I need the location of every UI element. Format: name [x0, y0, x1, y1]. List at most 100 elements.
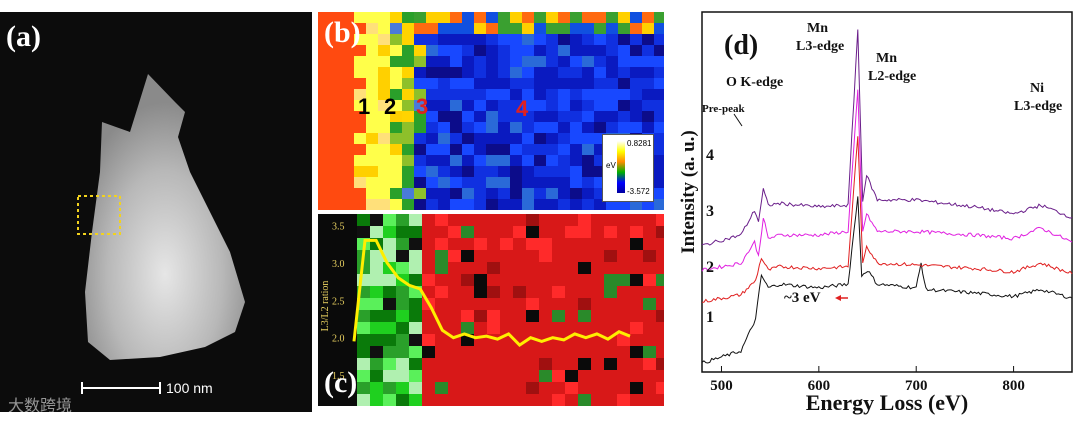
ratio-cell	[500, 250, 513, 262]
map-cell	[342, 188, 354, 199]
ratio-cell	[318, 358, 331, 370]
map-cell	[510, 12, 522, 23]
ratio-cell	[344, 346, 357, 358]
map-cell	[594, 12, 606, 23]
map-cell	[342, 34, 354, 45]
map-cell	[654, 78, 664, 89]
map-cell	[450, 144, 462, 155]
map-cell	[330, 133, 342, 144]
ratio-cell	[474, 298, 487, 310]
map-cell	[618, 12, 630, 23]
ratio-cell	[656, 298, 664, 310]
ratio-cell	[656, 274, 664, 286]
ratio-cell	[474, 214, 487, 226]
ratio-cell	[643, 262, 656, 274]
ratio-cell	[513, 310, 526, 322]
ratio-cell	[487, 346, 500, 358]
map-cell	[630, 111, 642, 122]
map-cell	[510, 100, 522, 111]
ratio-cell	[604, 358, 617, 370]
ratio-cell	[409, 370, 422, 382]
ratio-cell	[500, 370, 513, 382]
ratio-cell	[344, 394, 357, 406]
map-cell	[366, 89, 378, 100]
map-cell	[570, 144, 582, 155]
ratio-cell	[474, 286, 487, 298]
map-cell	[342, 100, 354, 111]
map-cell	[582, 111, 594, 122]
ratio-cell	[318, 214, 331, 226]
ratio-cell	[344, 358, 357, 370]
ratio-cell	[565, 322, 578, 334]
map-cell	[522, 89, 534, 100]
ratio-cell	[331, 358, 344, 370]
panel-c-label: (c)	[324, 366, 358, 399]
annotation-pre-peak: Pre-peak	[702, 103, 745, 115]
map-cell	[486, 122, 498, 133]
map-cell	[498, 56, 510, 67]
map-cell	[378, 23, 390, 34]
ratio-cell	[539, 286, 552, 298]
map-cell	[462, 133, 474, 144]
ratio-cell	[331, 382, 344, 394]
ratio-cell	[435, 346, 448, 358]
map-cell	[618, 89, 630, 100]
map-cell	[618, 56, 630, 67]
map-cell	[474, 188, 486, 199]
map-cell	[342, 12, 354, 23]
map-cell	[402, 144, 414, 155]
ratio-cell	[409, 394, 422, 406]
map-cell	[642, 23, 654, 34]
map-cell	[558, 34, 570, 45]
ratio-cell	[318, 346, 331, 358]
map-cell	[630, 56, 642, 67]
ratio-cell	[630, 322, 643, 334]
ratio-cell	[539, 394, 552, 406]
map-cell	[558, 12, 570, 23]
ratio-cell	[318, 262, 331, 274]
ratio-cell	[643, 238, 656, 250]
ratio-cell	[461, 322, 474, 334]
map-cell	[582, 144, 594, 155]
map-cell	[414, 144, 426, 155]
map-cell	[498, 78, 510, 89]
map-cell	[378, 89, 390, 100]
map-cell	[390, 45, 402, 56]
map-cell	[426, 144, 438, 155]
map-cell	[618, 67, 630, 78]
ratio-cell	[513, 226, 526, 238]
annotation-shift: ~3 eV	[784, 290, 821, 306]
map-cell	[546, 78, 558, 89]
map-cell	[330, 177, 342, 188]
map-cell	[474, 12, 486, 23]
ratio-cell	[422, 226, 435, 238]
map-cell	[318, 56, 330, 67]
map-cell	[354, 122, 366, 133]
ratio-cell	[396, 286, 409, 298]
ratio-cell	[604, 286, 617, 298]
ratio-cell	[344, 226, 357, 238]
ratio-y-tick: 2.5	[332, 296, 345, 307]
ratio-y-tick: 2.0	[332, 334, 345, 345]
ratio-cell	[357, 310, 370, 322]
map-cell	[618, 78, 630, 89]
ratio-cell	[539, 358, 552, 370]
ratio-cell	[643, 226, 656, 238]
ratio-cell	[344, 262, 357, 274]
selection-box	[77, 195, 121, 235]
map-cell	[582, 177, 594, 188]
map-cell	[594, 89, 606, 100]
ratio-cell	[474, 250, 487, 262]
map-cell	[330, 188, 342, 199]
map-cell	[546, 188, 558, 199]
ratio-cell	[435, 298, 448, 310]
ratio-cell	[357, 226, 370, 238]
map-cell	[510, 199, 522, 210]
map-cell	[618, 122, 630, 133]
map-cell	[594, 67, 606, 78]
ratio-cell	[526, 382, 539, 394]
x-axis-label: Energy Loss (eV)	[806, 390, 969, 415]
ratio-cell	[448, 322, 461, 334]
map-cell	[354, 78, 366, 89]
ratio-cell	[487, 298, 500, 310]
